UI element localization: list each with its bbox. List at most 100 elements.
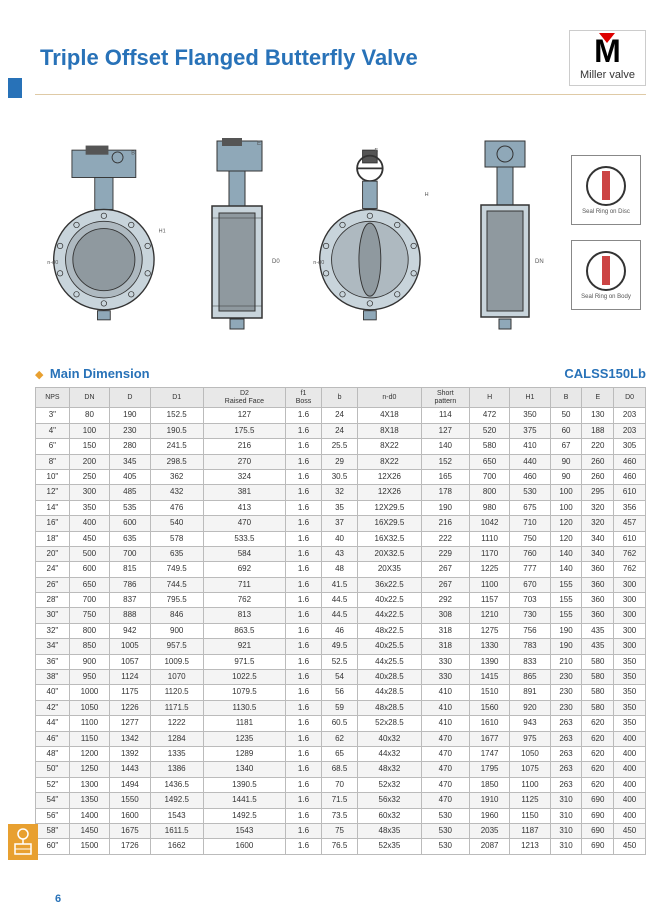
table-cell: 360 [582, 593, 614, 608]
table-cell: 1.6 [285, 777, 321, 792]
table-cell: 48" [36, 746, 70, 761]
valve-diagram-4: DN [438, 133, 566, 333]
header-divider [35, 94, 646, 95]
table-cell: 350 [614, 670, 646, 685]
table-cell: 56" [36, 808, 70, 823]
logo-triangle-icon [599, 33, 615, 43]
table-cell: 24 [322, 408, 358, 423]
table-cell: 943 [510, 716, 550, 731]
table-cell: 360 [582, 562, 614, 577]
table-cell: 40x25.5 [358, 639, 422, 654]
table-cell: 1200 [69, 746, 109, 761]
table-cell: 50 [550, 408, 582, 423]
table-cell: 300 [614, 577, 646, 592]
table-cell: 1070 [150, 670, 203, 685]
table-cell: 1100 [469, 577, 509, 592]
table-cell: 298.5 [150, 454, 203, 469]
table-cell: 127 [203, 408, 285, 423]
table-cell: 777 [510, 562, 550, 577]
table-cell: 360 [582, 608, 614, 623]
table-cell: 49.5 [322, 639, 358, 654]
table-cell: 1675 [110, 823, 150, 838]
table-cell: 20X35 [358, 562, 422, 577]
table-cell: 76.5 [322, 839, 358, 854]
title-accent-bar [8, 78, 22, 98]
table-cell: 786 [110, 577, 150, 592]
table-cell: 318 [421, 623, 469, 638]
table-row: 26"650786744.57111.641.536x22.5267110067… [36, 577, 646, 592]
table-cell: 155 [550, 593, 582, 608]
table-cell: 80 [69, 408, 109, 423]
table-cell: 700 [69, 593, 109, 608]
table-cell: 535 [110, 500, 150, 515]
table-cell: 578 [150, 531, 203, 546]
table-cell: 971.5 [203, 654, 285, 669]
table-cell: 71.5 [322, 793, 358, 808]
table-cell: 60 [550, 423, 582, 438]
table-cell: 1.6 [285, 731, 321, 746]
table-column-header: NPS [36, 388, 70, 408]
table-cell: 310 [550, 793, 582, 808]
table-cell: 1022.5 [203, 670, 285, 685]
table-header: NPSDNDD1D2Raised Facef1Bossbn-d0Shortpat… [36, 388, 646, 408]
table-cell: 14" [36, 500, 70, 515]
technical-diagrams: n-d0 B H1 E D0 [35, 115, 646, 350]
table-cell: 260 [582, 454, 614, 469]
table-cell: 692 [203, 562, 285, 577]
table-cell: 300 [614, 608, 646, 623]
table-cell: 1510 [469, 685, 509, 700]
table-column-header: n-d0 [358, 388, 422, 408]
table-cell: 1042 [469, 516, 509, 531]
table-cell: 620 [582, 777, 614, 792]
table-cell: 1289 [203, 746, 285, 761]
table-row: 12"3004854323811.63212X26178800530100295… [36, 485, 646, 500]
table-cell: 25.5 [322, 439, 358, 454]
table-cell: 850 [69, 639, 109, 654]
table-cell: 100 [550, 500, 582, 515]
table-cell: 230 [550, 670, 582, 685]
table-cell: 1.6 [285, 670, 321, 685]
table-cell: 56 [322, 685, 358, 700]
table-cell: 711 [203, 577, 285, 592]
table-cell: 730 [510, 608, 550, 623]
table-cell: 1.6 [285, 469, 321, 484]
table-cell: 100 [69, 423, 109, 438]
table-cell: 263 [550, 716, 582, 731]
table-cell: 750 [510, 531, 550, 546]
table-cell: 178 [421, 485, 469, 500]
table-column-header: B [550, 388, 582, 408]
table-cell: 833 [510, 654, 550, 669]
table-cell: 1171.5 [150, 700, 203, 715]
table-cell: 1125 [510, 793, 550, 808]
table-cell: 1390 [469, 654, 509, 669]
table-cell: 10" [36, 469, 70, 484]
table-cell: 340 [582, 546, 614, 561]
table-cell: 216 [421, 516, 469, 531]
table-cell: 44x22.5 [358, 608, 422, 623]
table-column-header: E [582, 388, 614, 408]
table-cell: 52.5 [322, 654, 358, 669]
table-cell: 1275 [469, 623, 509, 638]
table-cell: 470 [421, 793, 469, 808]
table-column-header: DN [69, 388, 109, 408]
table-cell: 48x35 [358, 823, 422, 838]
table-row: 14"3505354764131.63512X29.51909806751003… [36, 500, 646, 515]
table-cell: 90 [550, 454, 582, 469]
table-row: 30"7508888468131.644.544x22.530812107301… [36, 608, 646, 623]
table-cell: 710 [510, 516, 550, 531]
table-cell: 1.6 [285, 531, 321, 546]
table-row: 56"1400160015431492.51.673.560x325301960… [36, 808, 646, 823]
table-row: 54"135015501492.51441.51.671.556x3247019… [36, 793, 646, 808]
table-cell: 263 [550, 746, 582, 761]
table-cell: 610 [614, 485, 646, 500]
table-cell: 34" [36, 639, 70, 654]
diamond-icon: ◆ [35, 369, 43, 381]
table-column-header: D2Raised Face [203, 388, 285, 408]
table-cell: 267 [421, 562, 469, 577]
table-cell: 220 [582, 439, 614, 454]
table-cell: 485 [110, 485, 150, 500]
table-cell: 1.6 [285, 562, 321, 577]
table-cell: 635 [110, 531, 150, 546]
table-cell: 18" [36, 531, 70, 546]
table-cell: 450 [614, 823, 646, 838]
